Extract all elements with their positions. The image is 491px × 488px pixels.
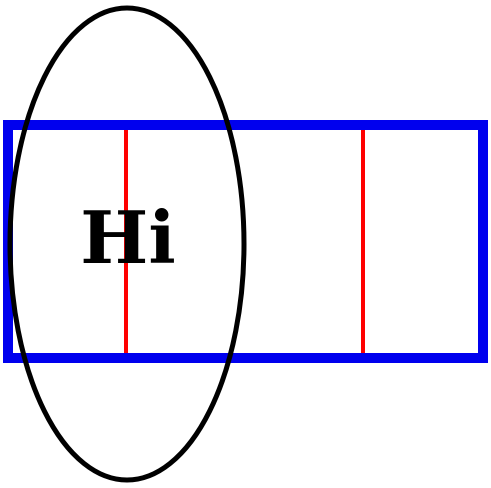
hi-label: Hi — [80, 195, 175, 280]
black-ellipse — [7, 5, 247, 483]
